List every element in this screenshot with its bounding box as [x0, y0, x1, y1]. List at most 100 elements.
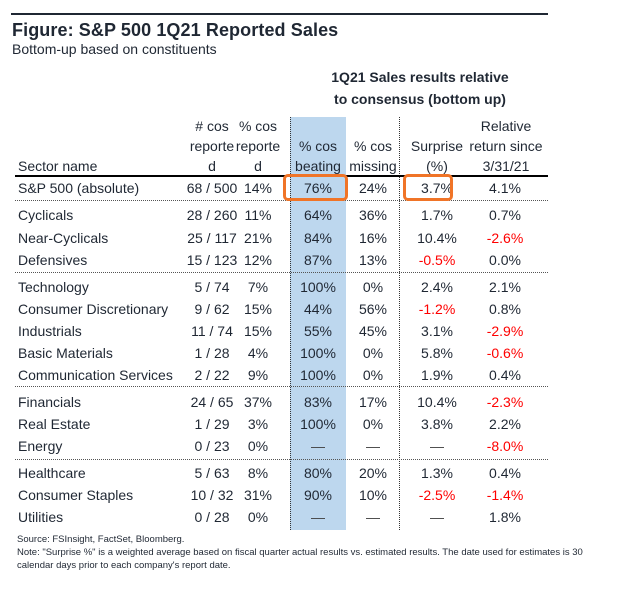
relative-return-cell: 2.2% — [489, 416, 521, 432]
separator-dotted-vertical — [399, 117, 400, 530]
surprise-cell: 5.8% — [421, 345, 453, 361]
table-row: Real Estate 1 / 29 3% 100% 0% 3.8% 2.2% — [0, 413, 560, 435]
pct-beating-cell: 87% — [303, 252, 333, 268]
group-header-line-1: 1Q21 Sales results relative — [331, 69, 509, 85]
count-reported-cell: 25 / 117 — [187, 230, 237, 246]
pct-missing-cell: 56% — [358, 301, 388, 317]
figure-title: Figure: S&P 500 1Q21 Reported Sales — [12, 20, 339, 40]
pct-reported-cell: 31% — [243, 487, 273, 503]
pct-missing-cell: 13% — [358, 252, 388, 268]
pct-missing-cell: — — [366, 438, 380, 454]
pct-missing-cell: — — [366, 509, 380, 525]
sector-name-cell: Near-Cyclicals — [18, 230, 109, 246]
sector-name-cell: Utilities — [18, 509, 64, 525]
pct-beating-cell: 55% — [303, 323, 333, 339]
count-reported-cell: 24 / 65 — [190, 394, 234, 410]
pct-reported-cell: 4% — [247, 345, 269, 361]
pct-beating-cell: 84% — [303, 230, 333, 246]
group-separator — [15, 386, 548, 387]
figure-subtitle: Bottom-up based on constituents — [12, 41, 217, 57]
pct-reported-cell: 0% — [247, 438, 269, 454]
surprise-cell: 1.7% — [421, 207, 453, 223]
pct-missing-cell: 16% — [358, 230, 388, 246]
table-row: Defensives 15 / 123 12% 87% 13% -0.5% 0.0% — [0, 249, 560, 271]
sector-name-cell: Healthcare — [18, 465, 86, 481]
table-row: Near-Cyclicals 25 / 117 21% 84% 16% 10.4% -2.6… — [0, 227, 560, 249]
pct-reported-cell: 12% — [243, 252, 273, 268]
pct-beating-cell: 83% — [303, 394, 333, 410]
beating-column-highlight — [290, 117, 346, 530]
count-reported-cell: 0 / 28 — [194, 509, 230, 525]
pct-beating-cell: 100% — [300, 367, 336, 383]
callout-box-beating — [283, 174, 348, 201]
pct-beating-cell: 100% — [300, 279, 336, 295]
header-rule — [15, 175, 548, 177]
pct-reported-cell: 37% — [243, 394, 273, 410]
table-row: Basic Materials 1 / 28 4% 100% 0% 5.8% -0.6% — [0, 342, 560, 364]
header-relative-return: Relative return since 3/31/21 — [469, 118, 543, 174]
relative-return-cell: 0.4% — [489, 367, 521, 383]
table-row: Consumer Discretionary 9 / 62 15% 44% 56% -1.… — [0, 298, 560, 320]
group-header: 1Q21 Sales results relative to consensus… — [320, 66, 520, 110]
relative-return-cell: 0.7% — [489, 207, 521, 223]
surprise-cell: 3.1% — [421, 323, 453, 339]
pct-reported-cell: 8% — [247, 465, 269, 481]
pct-beating-cell: 100% — [300, 416, 336, 432]
header-pct-beating: % cos beating — [295, 138, 341, 174]
pct-beating-cell: — — [311, 509, 325, 525]
sector-name-cell: Defensives — [18, 252, 88, 268]
pct-missing-cell: 20% — [358, 465, 388, 481]
relative-return-cell: 4.1% — [489, 180, 521, 196]
top-rule — [11, 13, 548, 15]
group-separator — [15, 272, 548, 273]
group-header-line-2: to consensus (bottom up) — [334, 91, 506, 107]
pct-missing-cell: 0% — [362, 416, 384, 432]
pct-reported-cell: 11% — [244, 207, 272, 223]
callout-box-surprise — [403, 174, 453, 201]
group-separator — [15, 200, 548, 201]
pct-beating-cell: 44% — [303, 301, 333, 317]
table-row: Healthcare 5 / 63 8% 80% 20% 1.3% 0.4% — [0, 462, 560, 484]
count-reported-cell: 10 / 32 — [190, 487, 234, 503]
count-reported-cell: 15 / 123 — [186, 252, 238, 268]
surprise-cell: 10.4% — [417, 394, 457, 410]
group-separator — [15, 459, 548, 460]
table-row: Communication Services 2 / 22 9% 100% 0% 1.9%… — [0, 364, 560, 386]
relative-return-cell: 0.4% — [489, 465, 521, 481]
relative-return-cell: -1.4% — [486, 487, 524, 503]
pct-beating-cell: 80% — [303, 465, 333, 481]
surprise-cell: 3.7% — [421, 180, 453, 196]
surprise-cell: — — [430, 438, 444, 454]
sector-name-cell: Communication Services — [18, 367, 173, 383]
sector-name-cell: Consumer Staples — [18, 487, 134, 503]
surprise-cell: 3.8% — [421, 416, 453, 432]
surprise-cell: -2.5% — [418, 487, 456, 503]
note-text: Note: "Surprise %" is a weighted average… — [17, 547, 583, 571]
pct-beating-cell: 76% — [303, 180, 333, 196]
pct-missing-cell: 0% — [362, 279, 384, 295]
sector-name-cell: Financials — [18, 394, 82, 410]
surprise-cell: 1.3% — [421, 465, 453, 481]
header-pct-reported: % cos reporte d — [235, 118, 281, 174]
sector-name-cell: Industrials — [18, 323, 82, 339]
count-reported-cell: 68 / 500 — [186, 180, 238, 196]
surprise-cell: — — [430, 509, 444, 525]
sector-name-cell: Technology — [18, 279, 89, 295]
pct-reported-cell: 14% — [243, 180, 273, 196]
pct-missing-cell: 10% — [358, 487, 388, 503]
relative-return-cell: -8.0% — [486, 438, 524, 454]
table-row: Financials 24 / 65 37% 83% 17% 10.4% -2.3% — [0, 391, 560, 413]
count-reported-cell: 1 / 29 — [194, 416, 230, 432]
pct-missing-cell: 24% — [358, 180, 388, 196]
relative-return-cell: -2.3% — [486, 394, 524, 410]
surprise-cell: 10.4% — [417, 230, 457, 246]
table-row: Cyclicals 28 / 260 11% 64% 36% 1.7% 0.7% — [0, 204, 560, 226]
header-sector: Sector name — [18, 158, 98, 174]
surprise-cell: -1.2% — [418, 301, 456, 317]
footer: Source: FSInsight, FactSet, Bloomberg. N… — [17, 533, 607, 572]
relative-return-cell: 1.8% — [489, 509, 521, 525]
pct-missing-cell: 0% — [362, 367, 384, 383]
count-reported-cell: 9 / 62 — [194, 301, 230, 317]
surprise-cell: -0.5% — [418, 252, 456, 268]
sector-name-cell: Real Estate — [18, 416, 91, 432]
